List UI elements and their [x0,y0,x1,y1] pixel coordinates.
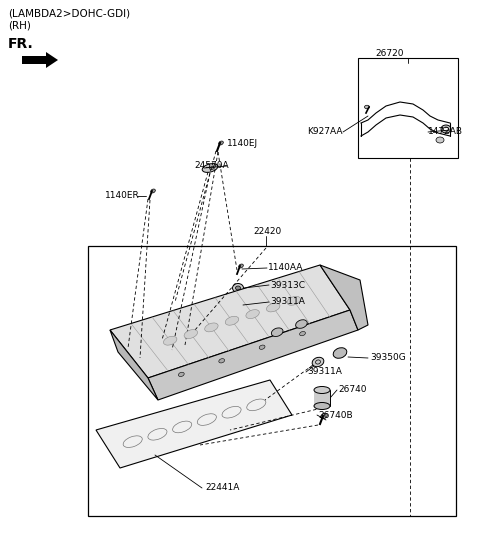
Text: FR.: FR. [8,37,34,51]
Ellipse shape [236,286,240,290]
Ellipse shape [246,310,259,318]
Polygon shape [22,52,58,68]
Ellipse shape [312,357,324,367]
Text: 22441A: 22441A [205,484,240,492]
Ellipse shape [271,328,283,337]
Text: 39311A: 39311A [307,367,342,377]
Ellipse shape [204,323,218,332]
Text: 1140EJ: 1140EJ [227,138,258,148]
Ellipse shape [219,141,223,145]
Ellipse shape [314,402,330,410]
Ellipse shape [333,348,347,358]
Bar [314,390,330,406]
Ellipse shape [321,413,327,419]
Ellipse shape [296,320,307,328]
Ellipse shape [364,105,370,109]
Ellipse shape [300,332,305,336]
Polygon shape [96,380,292,468]
Text: K927AA: K927AA [307,127,343,137]
Ellipse shape [287,296,300,305]
Polygon shape [148,310,358,400]
Ellipse shape [441,125,451,133]
Text: 1140ER: 1140ER [105,192,140,200]
Ellipse shape [210,166,215,170]
Text: 39350G: 39350G [370,354,406,362]
Text: 22420: 22420 [253,227,281,237]
Ellipse shape [151,189,156,193]
Text: 1140AA: 1140AA [268,264,303,272]
Polygon shape [110,265,350,378]
Ellipse shape [202,164,218,172]
Text: 24570A: 24570A [194,161,228,171]
Ellipse shape [436,137,444,143]
Ellipse shape [266,303,280,312]
Ellipse shape [225,316,239,325]
Ellipse shape [164,336,177,345]
Text: 26740B: 26740B [318,411,353,419]
Ellipse shape [232,283,243,293]
Text: 26740: 26740 [338,385,367,395]
Text: 39313C: 39313C [270,281,305,289]
Bar [88,246,456,516]
Text: (RH): (RH) [8,21,31,31]
Text: (LAMBDA2>DOHC-GDI): (LAMBDA2>DOHC-GDI) [8,9,130,19]
Text: 26720: 26720 [376,49,404,59]
Ellipse shape [184,329,197,339]
Ellipse shape [239,264,243,268]
Bar [358,58,458,158]
Text: 1472AB: 1472AB [428,127,463,137]
Ellipse shape [259,345,265,349]
Text: 39311A: 39311A [270,298,305,306]
Ellipse shape [219,358,225,363]
Polygon shape [110,330,158,400]
Ellipse shape [444,127,448,131]
Ellipse shape [179,372,184,377]
Polygon shape [320,265,368,330]
Ellipse shape [314,386,330,394]
